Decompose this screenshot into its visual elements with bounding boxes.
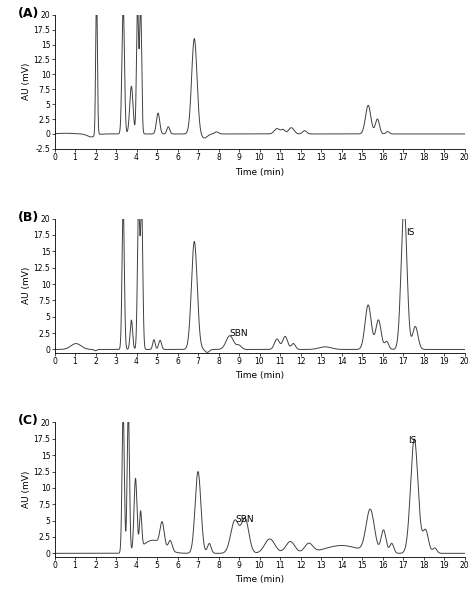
Text: (A): (A) <box>18 6 39 19</box>
X-axis label: Time (min): Time (min) <box>235 372 284 380</box>
X-axis label: Time (min): Time (min) <box>235 575 284 584</box>
Y-axis label: AU (mV): AU (mV) <box>22 267 31 305</box>
Y-axis label: AU (mV): AU (mV) <box>22 471 31 508</box>
Text: IS: IS <box>406 228 414 237</box>
Y-axis label: AU (mV): AU (mV) <box>22 63 31 101</box>
Text: SBN: SBN <box>235 515 254 524</box>
Text: IS: IS <box>408 436 417 445</box>
Text: SBN: SBN <box>230 329 248 338</box>
Text: (B): (B) <box>18 210 39 224</box>
Text: (C): (C) <box>18 415 38 428</box>
X-axis label: Time (min): Time (min) <box>235 168 284 177</box>
